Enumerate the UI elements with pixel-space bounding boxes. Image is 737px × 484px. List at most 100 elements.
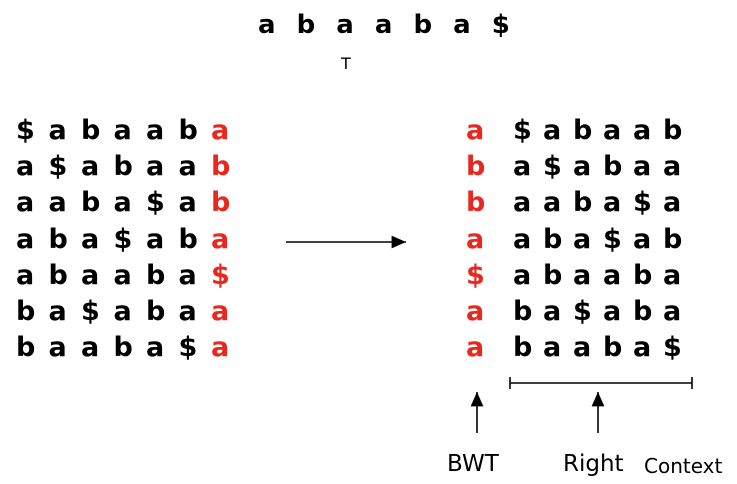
rotation-row: $ a b a a b a [16, 112, 244, 148]
rotation-char: b [16, 296, 36, 328]
last-char: $ [211, 259, 230, 291]
rotation-char: a [48, 332, 67, 364]
context-char: $ [633, 187, 652, 219]
context-char: a [663, 150, 682, 182]
rotation-char: a [16, 150, 35, 182]
bwt-char: a [466, 114, 485, 146]
context-char: a [633, 150, 652, 182]
bwt-char: a [466, 332, 485, 364]
context-char: a [633, 223, 652, 255]
rotation-char: $ [81, 296, 100, 328]
rotation-char: a [146, 332, 165, 364]
context-char: a [663, 296, 682, 328]
context-row: $ a b a a b [513, 112, 693, 148]
rotation-char: a [48, 187, 67, 219]
bwt-row: $ [466, 257, 499, 293]
rotation-char: a [48, 114, 67, 146]
rotation-char: a [146, 150, 165, 182]
context-row: a $ a b a a [513, 148, 693, 184]
context-char: a [603, 259, 622, 291]
last-char: a [211, 223, 230, 255]
rotation-char: a [113, 114, 132, 146]
rotation-matrix: $ a b a a b a a $ a b a a b a a b a $ a b a b a $ a b a a b a a b a $ b a $ a b… [16, 112, 244, 366]
rotation-char: a [178, 150, 197, 182]
rotation-char: a [16, 223, 35, 255]
bwt-char: a [466, 223, 485, 255]
rotation-char: a [81, 223, 100, 255]
context-char: b [543, 259, 563, 291]
context-char: a [543, 332, 562, 364]
context-char: a [663, 259, 682, 291]
context-row: b a a b a $ [513, 330, 693, 366]
rotation-char: b [48, 223, 68, 255]
bwt-char: $ [466, 259, 485, 291]
context-char: b [603, 150, 623, 182]
context-char: a [663, 187, 682, 219]
bwt-column: a b b a $ a a [466, 112, 499, 366]
context-char: a [543, 114, 562, 146]
last-char: a [211, 114, 230, 146]
context-char: a [633, 114, 652, 146]
rotation-char: b [113, 150, 133, 182]
last-char: b [211, 150, 231, 182]
rotation-char: $ [16, 114, 35, 146]
last-char: b [211, 187, 231, 219]
rotation-char: a [16, 259, 35, 291]
rotation-char: $ [113, 223, 133, 255]
rotation-row: b a $ a b a a [16, 293, 244, 329]
context-char: $ [513, 114, 532, 146]
context-char: a [543, 296, 562, 328]
rotation-row: a $ a b a a b [16, 148, 244, 184]
context-char: a [573, 332, 592, 364]
right-label: Right [563, 451, 624, 477]
text-t: a b a a b a $ [258, 10, 516, 40]
bwt-row: a [466, 293, 499, 329]
rotation-char: a [146, 114, 165, 146]
context-char: $ [603, 223, 622, 255]
context-char: b [513, 296, 533, 328]
rotation-char: b [48, 259, 68, 291]
context-char: b [573, 114, 593, 146]
rotation-char: a [81, 259, 100, 291]
rotation-char: b [113, 332, 133, 364]
rotation-char: a [178, 187, 197, 219]
rotation-char: a [81, 150, 100, 182]
context-char: b [513, 332, 533, 364]
rotation-row: a b a a b a $ [16, 257, 244, 293]
context-char: a [513, 223, 532, 255]
context-char: $ [543, 150, 562, 182]
context-char: a [573, 223, 592, 255]
rotation-char: a [81, 332, 100, 364]
rotation-row: b a a b a $ a [16, 330, 244, 366]
context-char: $ [573, 296, 592, 328]
bwt-label: BWT [447, 451, 499, 477]
rotation-char: a [16, 187, 35, 219]
bwt-row: a [466, 221, 499, 257]
bwt-char: b [466, 150, 486, 182]
rotation-char: b [178, 223, 198, 255]
context-row: a a b a $ a [513, 185, 693, 221]
rotation-char: a [113, 259, 132, 291]
t-label: T [341, 54, 351, 73]
context-char: a [513, 187, 532, 219]
context-label: Context [644, 454, 723, 478]
rotation-char: b [81, 114, 101, 146]
last-char: a [211, 332, 230, 364]
context-char: b [573, 187, 593, 219]
context-char: a [543, 187, 562, 219]
context-char: a [633, 332, 652, 364]
context-char: b [663, 114, 683, 146]
sorted-context-matrix: $ a b a a b a $ a b a a a a b a $ a a b a $ a b a b a a b a b a $ a b a b a a b… [513, 112, 693, 366]
bwt-row: a [466, 112, 499, 148]
bwt-row: a [466, 330, 499, 366]
bwt-char: a [466, 296, 485, 328]
context-char: a [573, 150, 592, 182]
rotation-row: a a b a $ a b [16, 185, 244, 221]
rotation-char: $ [178, 332, 198, 364]
context-char: b [663, 223, 683, 255]
rotation-char: b [178, 114, 198, 146]
rotation-char: b [146, 259, 166, 291]
context-char: a [573, 259, 592, 291]
